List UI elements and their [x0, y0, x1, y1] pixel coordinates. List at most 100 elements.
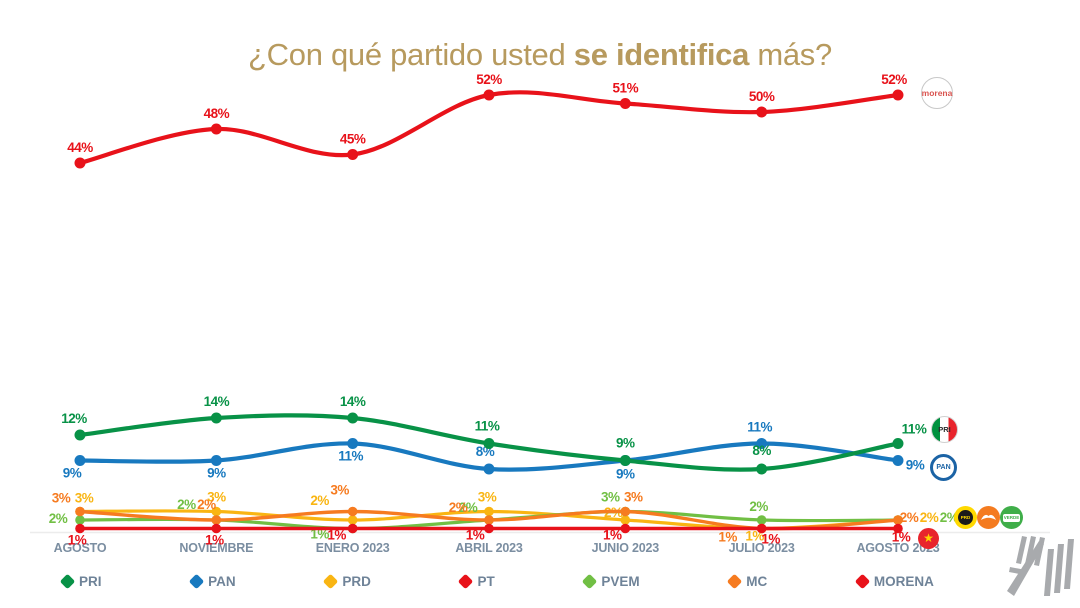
publisher-watermark-logo: [1007, 536, 1074, 596]
series-line-MORENA: [77, 90, 901, 166]
point-label-PAN: 11%: [747, 420, 772, 435]
pan-logo-label: PAN: [936, 464, 951, 471]
legend-item-PAN: PAN: [188, 573, 236, 590]
point-label-MORENA: 52%: [476, 72, 502, 87]
data-point-MC: [484, 515, 494, 525]
data-point-PRD: [211, 506, 222, 517]
data-point-PRI: [483, 438, 495, 449]
point-label-PRI: 14%: [204, 394, 230, 409]
data-point-PRI: [347, 412, 359, 424]
data-point-MORENA: [756, 106, 768, 118]
point-label-PT: 1%: [603, 528, 622, 543]
pri-logo-label: PRI: [938, 425, 951, 434]
point-label-MORENA: 44%: [67, 140, 93, 155]
pt-star-icon: ★: [923, 530, 934, 545]
pri-logo-icon: PRI: [931, 416, 958, 443]
point-label-PT: 1%: [68, 533, 87, 548]
point-label-PT: 1%: [327, 528, 346, 543]
mc-logo-icon: [977, 506, 1000, 529]
point-label-PRD: 2%: [310, 493, 329, 508]
point-label-MC: 1%: [718, 530, 737, 545]
data-point-MORENA: [74, 157, 86, 169]
point-label-PRI: 9%: [616, 436, 635, 451]
point-label-PRI: 14%: [340, 394, 366, 409]
chart-legend: PRI PAN PRD PT PVEM MC MORENA: [59, 573, 934, 590]
point-label-MC: 2%: [900, 510, 919, 525]
legend-marker-icon: [854, 573, 871, 590]
legend-label: PT: [477, 574, 495, 589]
legend-item-MORENA: MORENA: [854, 573, 934, 590]
point-label-PRI: 11%: [475, 419, 500, 434]
data-point-MORENA: [619, 98, 631, 109]
x-axis-label: ABRIL 2023: [455, 541, 522, 555]
point-label-PVEM: 2%: [177, 497, 196, 512]
data-point-PT: [75, 523, 85, 534]
legend-item-PT: PT: [458, 573, 495, 590]
point-label-MORENA: 52%: [881, 72, 907, 87]
data-point-MORENA: [892, 89, 904, 101]
point-label-MORENA: 45%: [340, 132, 366, 147]
legend-marker-icon: [59, 573, 76, 590]
legend-label: PRI: [79, 574, 102, 589]
data-point-PRD: [347, 515, 358, 525]
point-label-PAN: 9%: [207, 466, 226, 481]
legend-item-PVEM: PVEM: [582, 573, 640, 590]
chart-title-prefix: ¿Con qué partido usted: [248, 36, 574, 72]
data-point-PRI: [756, 463, 768, 475]
legend-marker-icon: [727, 573, 743, 590]
data-point-PRI: [74, 429, 86, 441]
point-label-MC: 2%: [449, 500, 468, 515]
point-label-PVEM: 2%: [749, 499, 768, 514]
data-point-PT: [893, 523, 903, 534]
legend-label: PAN: [208, 574, 236, 589]
data-point-MC: [211, 515, 222, 525]
point-label-PRD: 3%: [207, 490, 226, 505]
data-point-PT: [620, 523, 631, 534]
x-axis-label: JULIO 2023: [729, 541, 795, 555]
point-label-PVEM: 2%: [49, 511, 68, 526]
data-point-MC: [620, 506, 631, 517]
legend-marker-icon: [458, 573, 474, 590]
data-point-PT: [211, 523, 222, 534]
point-label-PT: 1%: [466, 528, 485, 543]
x-axis-label: NOVIEMBRE: [179, 541, 253, 555]
data-point-MORENA: [210, 123, 222, 135]
data-point-PAN: [756, 438, 768, 449]
point-label-PRI: 11%: [902, 422, 927, 437]
point-label-MORENA: 48%: [204, 106, 230, 121]
point-label-PT: 1%: [892, 530, 911, 545]
x-axis-label: AGOSTO: [54, 541, 107, 555]
data-point-MC: [75, 506, 85, 517]
legend-label: PVEM: [601, 574, 640, 589]
data-point-PVEM: [75, 515, 85, 525]
legend-marker-icon: [188, 573, 205, 590]
data-point-MC: [347, 506, 358, 517]
x-axis-label: JUNIO 2023: [592, 541, 660, 555]
point-label-PT: 1%: [761, 532, 780, 547]
point-label-MC: 3%: [330, 483, 349, 498]
data-point-PAN: [892, 455, 904, 466]
data-point-PT: [484, 523, 494, 534]
data-point-PVEM: [756, 515, 767, 525]
pt-logo-icon: ★: [918, 528, 939, 549]
legend-label: MC: [746, 574, 768, 589]
pvem-logo-icon: VERDE: [1000, 506, 1023, 529]
point-label-PRI: 8%: [752, 443, 771, 458]
point-label-PRD: 3%: [478, 490, 497, 505]
point-label-MORENA: 50%: [749, 89, 775, 104]
prd-logo-label: PRD: [958, 510, 973, 525]
point-label-PAN: 9%: [906, 458, 925, 473]
x-axis-label: ENERO 2023: [316, 541, 390, 555]
prd-logo-icon: PRD: [954, 506, 977, 529]
data-point-MC: [893, 515, 903, 525]
data-point-MORENA: [347, 149, 359, 160]
pan-logo-icon: PAN: [930, 454, 957, 481]
pvem-logo-label: VERDE: [1003, 513, 1020, 522]
point-label-MORENA: 51%: [613, 81, 639, 96]
legend-marker-icon: [582, 573, 598, 590]
data-point-PT: [347, 523, 358, 534]
data-point-PAN: [210, 455, 222, 466]
chart-title-suffix: más?: [749, 36, 832, 72]
point-label-PVEM: 3%: [601, 490, 620, 505]
morena-logo-label: morena: [921, 88, 953, 98]
